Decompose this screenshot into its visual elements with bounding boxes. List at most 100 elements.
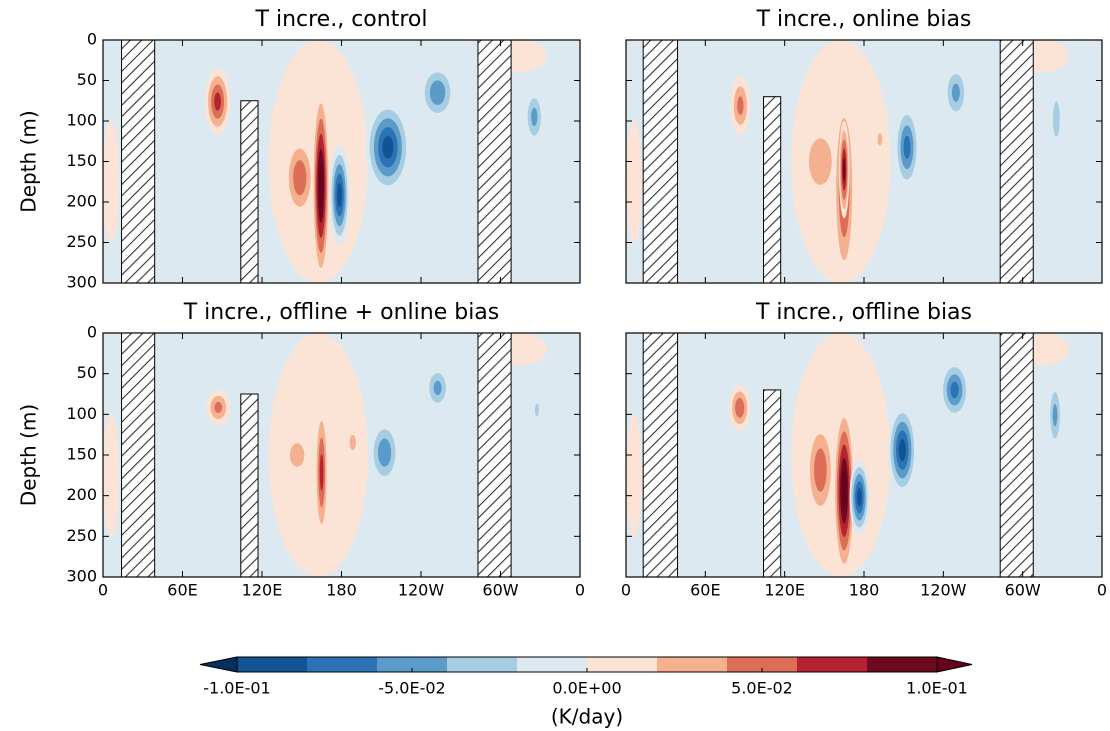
y-tick-label: 100 <box>66 111 97 130</box>
contour-blob <box>293 160 307 196</box>
x-tick-label: 0 <box>1097 581 1107 600</box>
land-mask <box>763 389 782 577</box>
contour-blob <box>377 438 392 467</box>
colorbar-tick-label: 0.0E+00 <box>552 679 621 698</box>
land-mask <box>763 96 782 283</box>
colorbar-bin <box>797 657 867 672</box>
land-mask <box>642 333 679 577</box>
y-tick-label: 150 <box>66 445 97 464</box>
colorbar-bin <box>587 657 657 672</box>
x-tick-label: 60W <box>482 581 518 600</box>
y-tick-label: 50 <box>77 70 97 89</box>
land-mask <box>999 40 1034 283</box>
colorbar-bin <box>307 657 377 672</box>
contour-blob <box>349 434 356 450</box>
x-tick-label: 120W <box>398 581 445 600</box>
y-axis-label: Depth (m) <box>17 110 41 212</box>
contour-blob <box>103 121 119 243</box>
panel-title: T incre., control <box>255 7 428 32</box>
x-tick-label: 60E <box>690 581 720 600</box>
contour-blob <box>842 157 846 182</box>
y-tick-label: 0 <box>87 30 97 49</box>
contour-blob <box>737 96 744 115</box>
colorbar-bin <box>727 657 797 672</box>
contour-blob <box>214 401 223 414</box>
colorbar-bin <box>447 657 517 672</box>
y-tick-label: 200 <box>66 192 97 211</box>
y-tick-label: 150 <box>66 151 97 170</box>
colorbar-under <box>199 656 238 673</box>
contour-blob <box>814 448 827 492</box>
contour-blob <box>337 182 342 208</box>
colorbar-bin <box>867 657 937 672</box>
x-tick-label: 60W <box>1005 581 1041 600</box>
land-mask <box>121 333 156 577</box>
contour-blob <box>898 438 906 462</box>
colorbar-bin <box>237 657 307 672</box>
land-mask <box>999 333 1034 577</box>
y-axis-label: Depth (m) <box>17 404 41 506</box>
contour-blob <box>626 414 642 537</box>
panel <box>103 333 580 577</box>
y-tick-label: 250 <box>66 526 97 545</box>
contour-blob <box>841 471 847 511</box>
contour-blob <box>856 488 862 507</box>
panel-title: T incre., online bias <box>756 7 972 32</box>
contour-blob <box>626 121 642 243</box>
contour-blob <box>319 163 323 208</box>
contour-blob <box>1052 403 1058 427</box>
contour-blob <box>289 443 305 467</box>
land-mask <box>477 333 512 577</box>
contour-blob <box>877 133 883 146</box>
y-tick-label: 200 <box>66 485 97 504</box>
contour-blob <box>951 83 960 102</box>
colorbar-tick-label: -1.0E-01 <box>203 679 270 698</box>
y-tick-label: 300 <box>66 567 97 586</box>
land-mask <box>121 40 156 283</box>
contour-blob <box>382 135 394 159</box>
contour-blob <box>903 135 911 159</box>
contour-blob <box>531 107 538 127</box>
panel-title: T incre., offline + online bias <box>183 300 500 325</box>
colorbar-bin <box>657 657 727 672</box>
colorbar-tick-label: 5.0E-02 <box>731 679 793 698</box>
colorbar-bin <box>517 657 587 672</box>
x-tick-label: 120E <box>242 581 283 600</box>
land-mask <box>642 40 679 283</box>
x-tick-label: 180 <box>326 581 357 600</box>
contour-blob <box>1052 101 1060 137</box>
x-tick-label: 0 <box>98 581 108 600</box>
land-mask <box>240 100 259 283</box>
y-tick-label: 0 <box>87 323 97 342</box>
contour-blob <box>534 403 539 417</box>
contour-blob <box>214 92 222 111</box>
colorbar-over <box>936 656 973 673</box>
x-tick-label: 0 <box>575 581 585 600</box>
contour-blob <box>433 380 442 396</box>
panel <box>626 40 1102 283</box>
contour-blob <box>429 80 446 105</box>
x-tick-label: 180 <box>849 581 880 600</box>
colorbar-tick-label: 1.0E-01 <box>906 679 968 698</box>
contour-blob <box>319 454 324 491</box>
x-tick-label: 120W <box>920 581 967 600</box>
y-tick-label: 100 <box>66 404 97 423</box>
contour-blob <box>735 397 745 418</box>
panel <box>103 40 580 283</box>
x-tick-label: 60E <box>167 581 197 600</box>
y-tick-label: 50 <box>77 363 97 382</box>
y-tick-label: 300 <box>66 273 97 292</box>
panel <box>626 333 1102 577</box>
panel-title: T incre., offline bias <box>755 300 972 325</box>
y-tick-label: 250 <box>66 232 97 251</box>
land-mask <box>240 393 259 577</box>
contour-blob <box>808 138 832 185</box>
land-mask <box>477 40 512 283</box>
colorbar-tick-label: -5.0E-02 <box>378 679 445 698</box>
colorbar-bin <box>377 657 447 672</box>
x-tick-label: 0 <box>621 581 631 600</box>
colorbar-label: (K/day) <box>551 705 623 729</box>
contour-blob <box>103 414 119 537</box>
x-tick-label: 120E <box>764 581 805 600</box>
